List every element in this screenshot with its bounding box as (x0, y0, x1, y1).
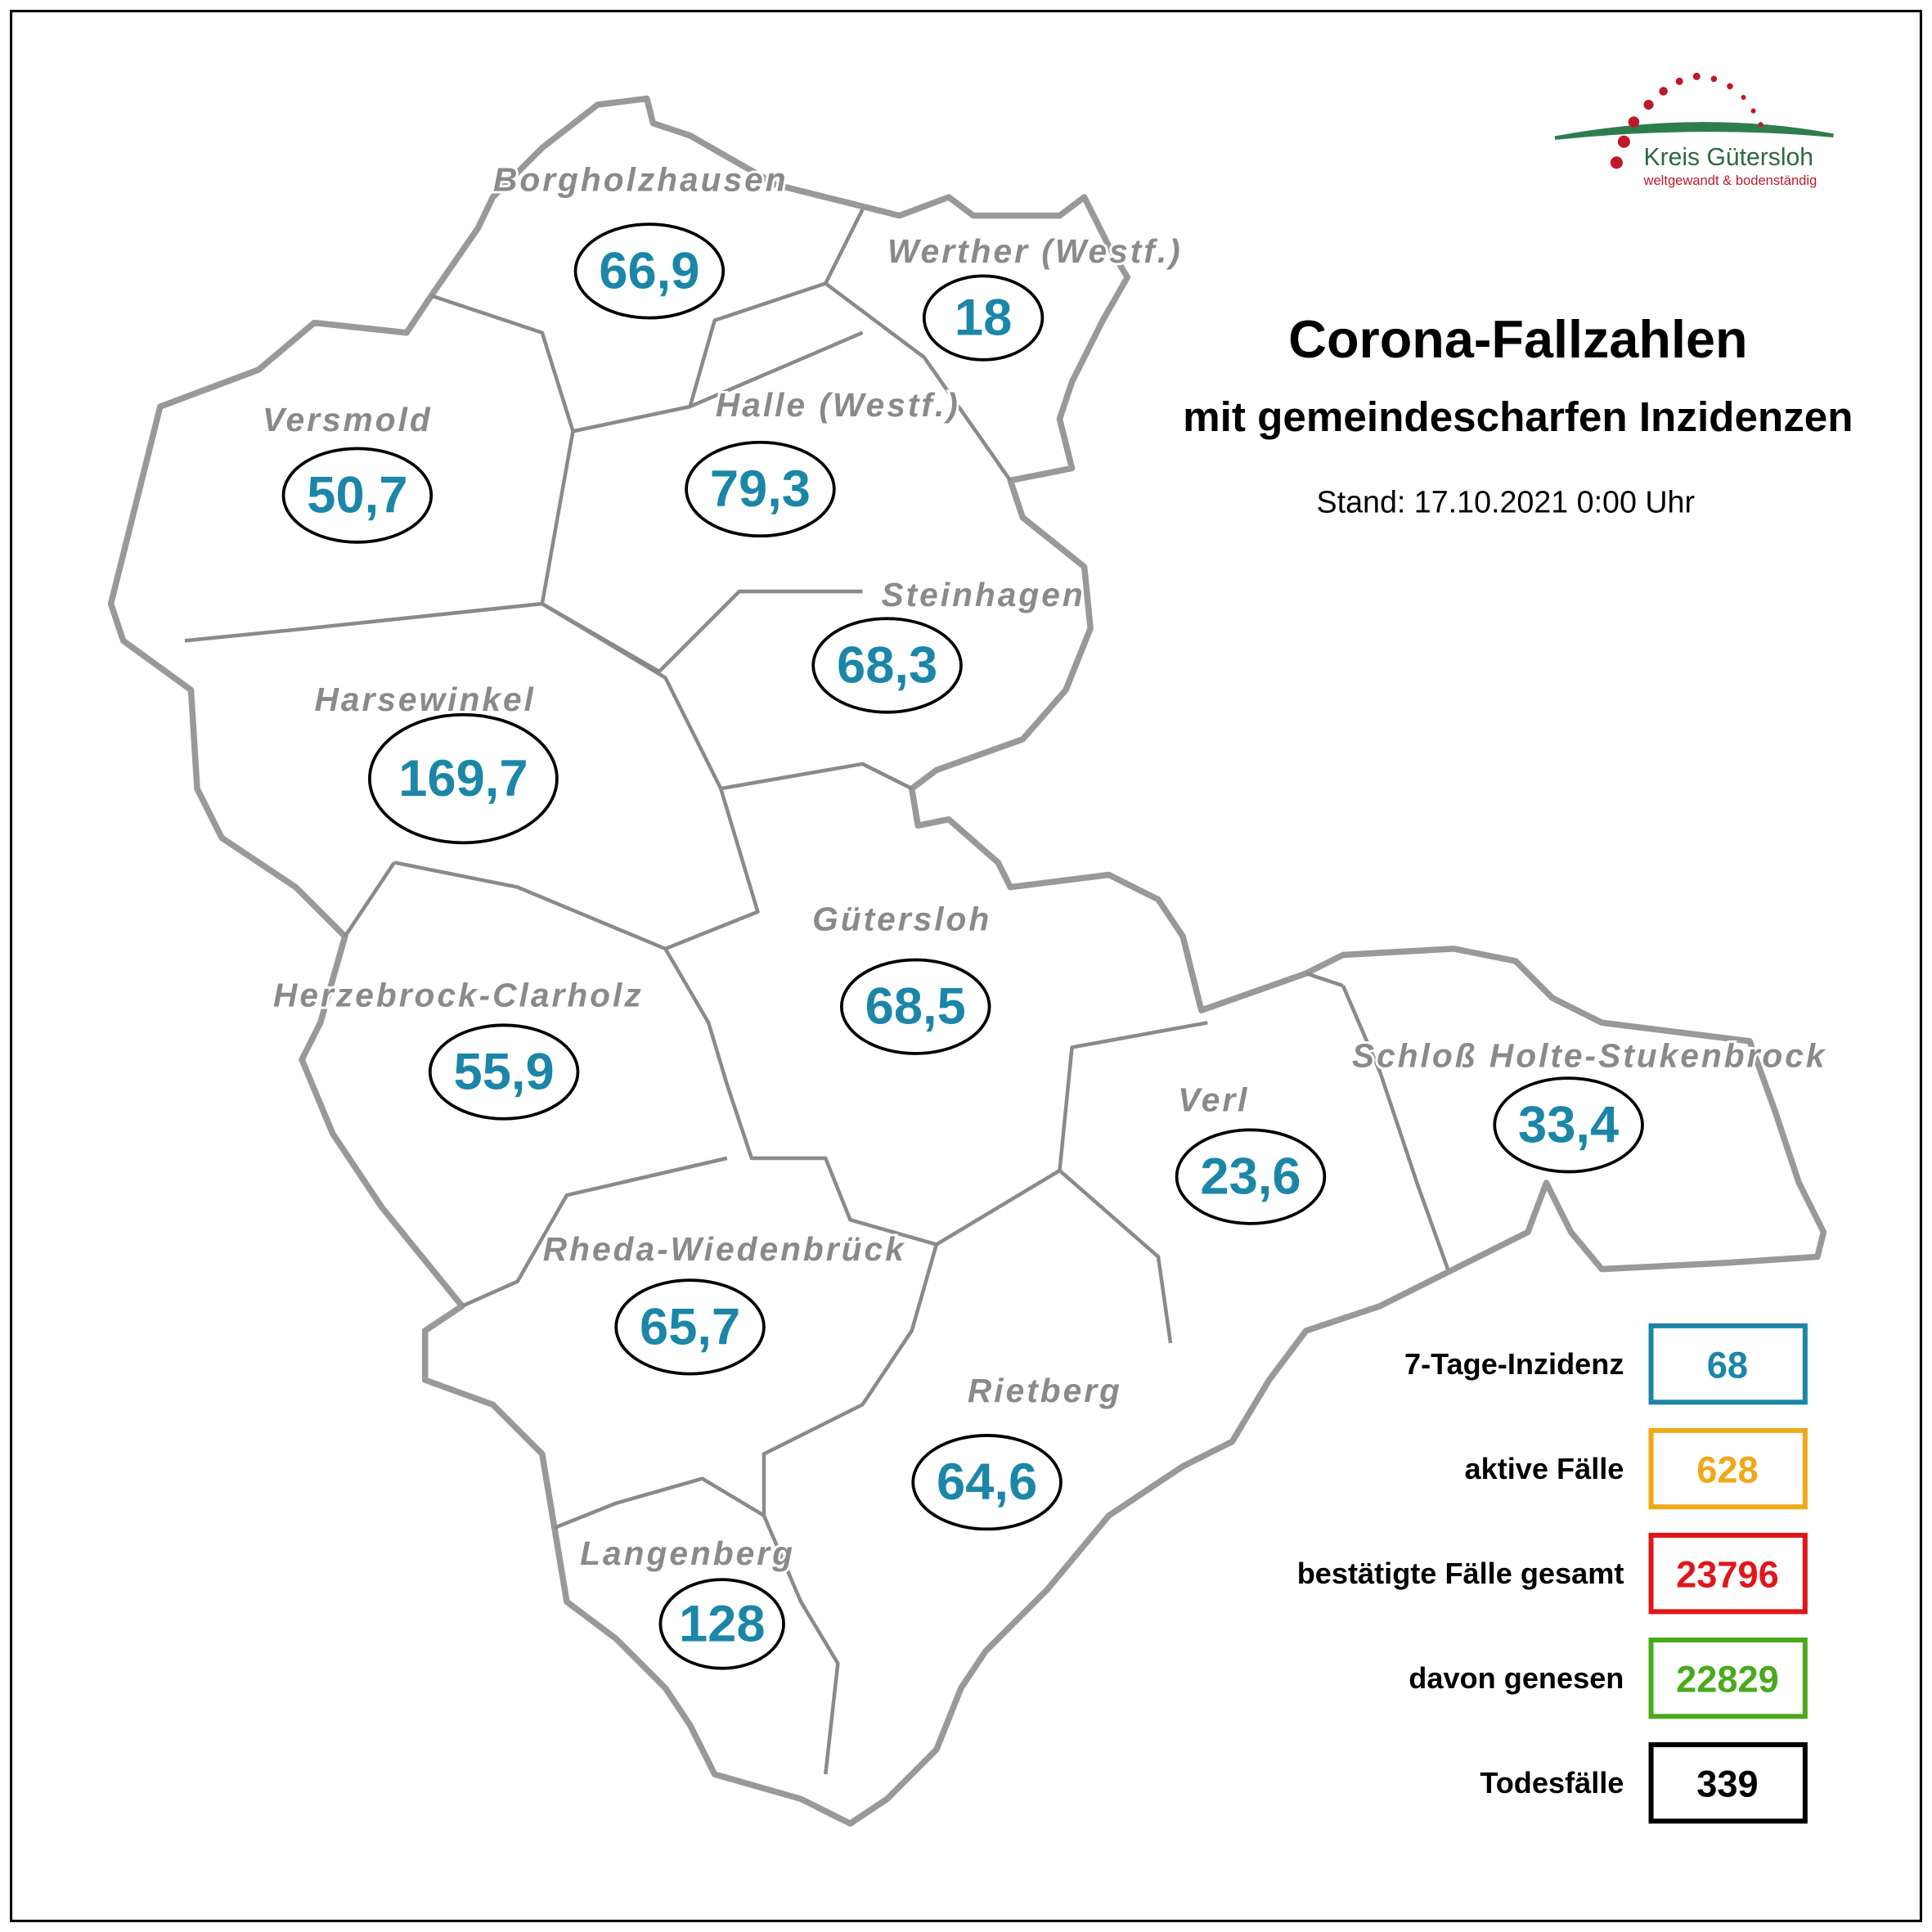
incidence-oval (839, 958, 991, 1055)
region-incidence: 50,7 (307, 467, 407, 524)
region-name: Werther (Westf.) (887, 232, 1183, 270)
region-name: Harsewinkel (314, 681, 535, 718)
boundary (184, 209, 1450, 1775)
region-name: Versmold (263, 401, 433, 438)
region-name: Halle (Westf.) (716, 386, 960, 424)
region-name: Rietberg (968, 1372, 1122, 1409)
region-name: Schloß Holte-Stukenbrock (1352, 1037, 1827, 1075)
logo: Kreis Gütersloh weltgewandt & bodenständ… (1554, 72, 1834, 188)
legend-box (1648, 1637, 1808, 1719)
legend-value: 339 (1696, 1764, 1758, 1805)
legend-box (1648, 1323, 1808, 1405)
legend-value: 628 (1696, 1449, 1758, 1491)
incidence-oval (658, 1578, 785, 1670)
region-incidence: 68,5 (865, 978, 966, 1036)
region-incidence: 64,6 (937, 1453, 1037, 1511)
region-incidence: 23,6 (1200, 1148, 1301, 1206)
incidence-oval (922, 274, 1045, 362)
region-incidence: 68,3 (837, 636, 937, 694)
incidence-oval (281, 447, 434, 544)
logo-swoosh (1554, 122, 1834, 140)
region-name: Rheda-Wiedenbrück (543, 1230, 906, 1268)
legend-value: 22829 (1676, 1659, 1779, 1701)
region-incidence: 18 (955, 290, 1012, 347)
legend-label: bestätigte Fälle gesamt (1297, 1557, 1624, 1590)
region-name: Herzebrock-Clarholz (273, 977, 644, 1014)
legend-box (1648, 1532, 1808, 1615)
incidence-oval (573, 222, 726, 320)
region-name: Verl (1178, 1081, 1249, 1119)
legend-value: 68 (1707, 1345, 1748, 1386)
incidence-oval (685, 440, 836, 538)
district-outline (107, 95, 1827, 1827)
incidence-oval (614, 1278, 766, 1376)
logo-dots (1610, 72, 1764, 169)
region-name: Steinhagen (881, 576, 1085, 613)
stand: Stand: 17.10.2021 0:00 Uhr (1317, 485, 1696, 519)
incidence-oval (811, 617, 963, 714)
region-name: Gütersloh (812, 900, 991, 937)
incidence-oval (368, 712, 559, 845)
region-incidence: 128 (679, 1595, 766, 1652)
region-incidence: 79,3 (710, 461, 811, 518)
region-incidence: 55,9 (454, 1044, 555, 1101)
region-incidence: 66,9 (599, 242, 699, 299)
incidence-oval (428, 1023, 580, 1121)
region-incidence: 33,4 (1518, 1096, 1619, 1153)
legend-value: 23796 (1676, 1554, 1779, 1596)
subtitle: mit gemeindescharfen Inzidenzen (1183, 393, 1853, 440)
logo-slogan: weltgewandt & bodenständig (1643, 173, 1817, 188)
region-name: Langenberg (580, 1534, 795, 1572)
region-incidence: 65,7 (640, 1298, 740, 1355)
legend-label: 7-Tage-Inzidenz (1404, 1347, 1624, 1381)
legend-box (1648, 1427, 1808, 1510)
district-map (107, 95, 1827, 1827)
incidence-oval (1493, 1076, 1644, 1174)
legend-label: Todesfälle (1480, 1766, 1624, 1799)
logo-name: Kreis Gütersloh (1644, 144, 1814, 171)
region-incidence: 169,7 (398, 750, 528, 807)
legend-label: davon genesen (1409, 1661, 1624, 1695)
title: Corona-Fallzahlen (1288, 309, 1747, 369)
legend-label: aktive Fälle (1465, 1452, 1624, 1485)
incidence-oval (1175, 1128, 1327, 1225)
region-name: Borgholzhausen (493, 160, 789, 198)
legend-box (1648, 1742, 1808, 1824)
incidence-oval (911, 1434, 1063, 1531)
